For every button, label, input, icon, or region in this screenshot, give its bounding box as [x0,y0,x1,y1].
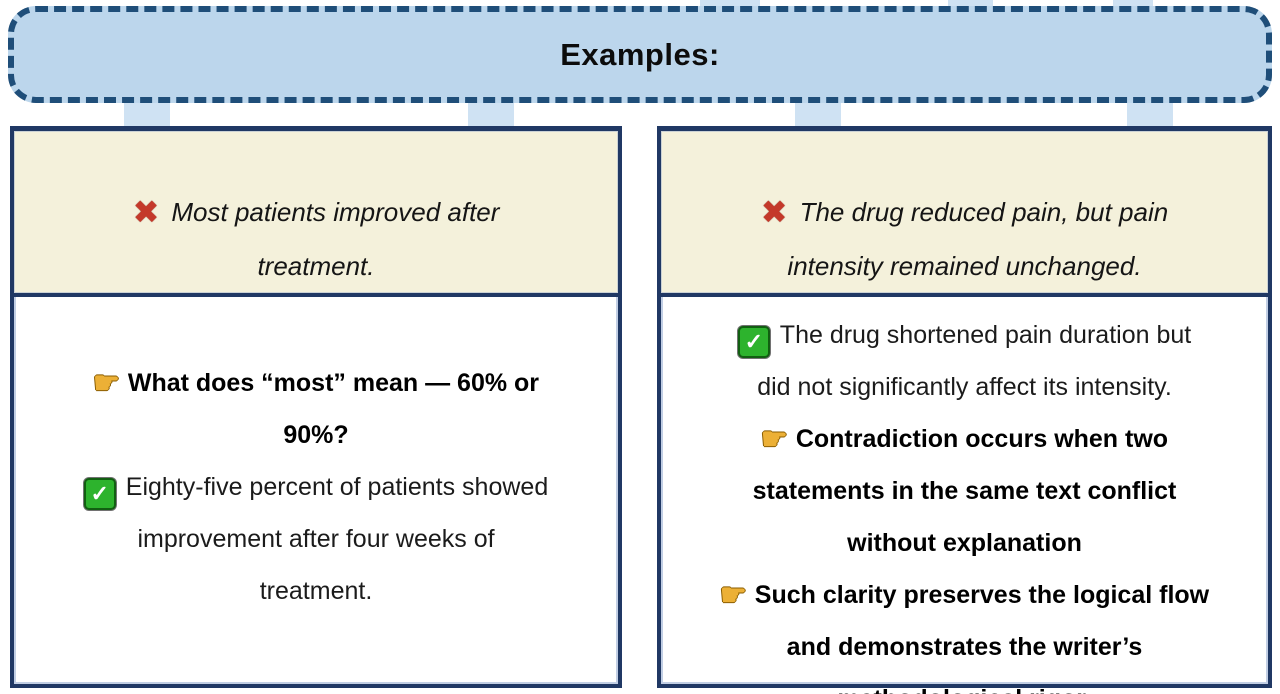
right-good-example: ✓ The drug shortened pain duration but di… [661,309,1268,413]
green-check-icon: ✓ [737,326,770,358]
right-panel-body: ✓ The drug shortened pain duration but di… [661,297,1268,694]
examples-header: Examples: [8,6,1272,103]
pointing-finger-icon: ☛ [92,367,120,400]
right-bad-text: The drug reduced pain, but pain intensit… [787,197,1169,281]
left-bad-text: Most patients improved after treatment. [171,197,500,281]
green-check-icon: ✓ [83,478,116,510]
pointing-finger-icon: ☛ [760,423,788,456]
left-note-question-text: What does “most” mean — 60% or 90%? [127,369,540,449]
left-bad-example: ✖ Most patients improved after treatment. [14,131,618,297]
left-panel-body: ☛ What does “most” mean — 60% or 90%? ✓ Ei… [14,297,618,617]
red-cross-icon: ✖ [132,194,160,230]
right-good-example-text: The drug shortened pain duration but did… [757,321,1192,401]
pointing-finger-icon: ☛ [719,579,747,612]
right-bad-example: ✖ The drug reduced pain, but pain intensi… [661,131,1268,297]
right-note-clarity: ☛ Such clarity preserves the logical flow… [661,569,1268,694]
background-strip [1113,0,1153,10]
left-good-example-text: Eighty-five percent of patients showed i… [125,473,549,605]
examples-title: Examples: [560,36,720,72]
right-note-contradiction-text: Contradiction occurs when two statements… [752,425,1177,557]
background-strip [700,0,760,10]
right-note-contradiction: ☛ Contradiction occurs when two statement… [661,413,1268,569]
background-strip [948,0,993,10]
right-example-panel: ✖ The drug reduced pain, but pain intensi… [657,126,1272,694]
right-note-clarity-text: Such clarity preserves the logical flow … [754,581,1210,694]
left-note-question: ☛ What does “most” mean — 60% or 90%? [14,357,618,461]
red-cross-icon: ✖ [760,194,788,230]
left-good-example: ✓ Eighty-five percent of patients showed … [14,461,618,617]
left-example-panel: ✖ Most patients improved after treatment.… [10,126,622,688]
